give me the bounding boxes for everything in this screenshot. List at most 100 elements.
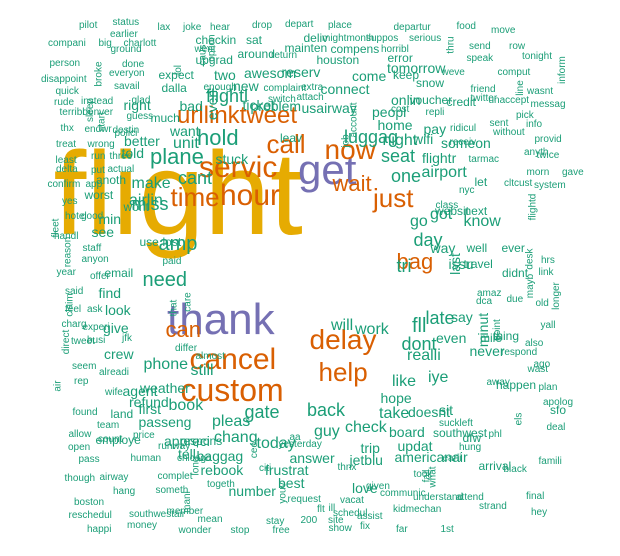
cloud-word: respons (179, 434, 223, 448)
cloud-word: option (206, 34, 218, 62)
cloud-word: hope (380, 390, 412, 406)
cloud-word: everyon (109, 68, 145, 79)
cloud-word: tell (178, 446, 196, 462)
cloud-word: site (328, 515, 344, 526)
cloud-word: joke (183, 22, 202, 33)
cloud-word: southwest (433, 426, 488, 440)
cloud-word: morn (526, 167, 550, 178)
cloud-word: rebook (200, 462, 244, 478)
cloud-word: help (318, 357, 368, 387)
cloud-word: hold (197, 125, 239, 150)
cloud-word: ridicul (450, 123, 477, 134)
cloud-word: flightl (206, 86, 249, 106)
cloud-word: can (165, 317, 201, 342)
cloud-word: agent (122, 383, 158, 399)
cloud-word: suppos (366, 33, 399, 44)
cloud-word: right (123, 97, 151, 113)
cloud-word: delta (56, 164, 78, 175)
cloud-word: guess (126, 111, 154, 122)
cloud-word: weather (140, 380, 190, 396)
cloud-word: never (469, 343, 505, 359)
cloud-word: happen (496, 378, 537, 392)
cloud-word: put (91, 165, 105, 176)
cloud-word: wait (332, 171, 372, 196)
cloud-word: get (298, 146, 357, 193)
cloud-word: away (486, 377, 510, 388)
cloud-word: aa (289, 432, 301, 443)
cloud-word: pay (423, 121, 447, 137)
cloud-word: amp (158, 233, 198, 255)
cloud-word: famili (538, 456, 562, 467)
cloud-word: move (491, 25, 516, 36)
cloud-word: assist (357, 511, 383, 522)
cloud-word: phone (143, 356, 189, 373)
cloud-word: doesnt (408, 404, 451, 420)
cloud-word: place (328, 20, 352, 31)
cloud-word: fix (360, 521, 370, 532)
cloud-word: messag (530, 99, 566, 110)
cloud-word: charlott (123, 38, 157, 49)
cloud-word: tonight (522, 51, 553, 62)
cloud-word: send (469, 41, 491, 52)
cloud-word: miss (131, 194, 169, 214)
cloud-word: black (503, 464, 527, 475)
cloud-word: repli (425, 107, 445, 118)
cloud-word: guy (314, 423, 340, 440)
cloud-word: without (493, 127, 525, 138)
cloud-word: glad (131, 95, 151, 106)
cloud-word: book (168, 397, 204, 414)
cloud-word: treat (56, 139, 77, 150)
cloud-word: wifi (413, 131, 434, 147)
cloud-word: destin (112, 125, 140, 136)
cloud-word: attend (456, 492, 484, 503)
cloud-word: show (328, 523, 352, 534)
cloud-word: trip (360, 440, 380, 456)
cloud-word: hrs (541, 255, 555, 266)
cloud-word: look (105, 302, 131, 318)
cloud-word: mayb (525, 273, 537, 299)
cloud-word: around (237, 47, 275, 61)
cloud-word: handl (54, 231, 79, 242)
cloud-word: apolog (543, 397, 574, 408)
cloud-word: upgrad (195, 53, 233, 67)
cloud-word: sit (439, 402, 453, 418)
cloud-word: charg (61, 319, 87, 330)
cloud-word: custom (180, 372, 284, 408)
cloud-word: anyth (524, 147, 549, 158)
cloud-word: differ (175, 343, 198, 354)
cloud-word: ever (501, 241, 525, 255)
cloud-word: sat (246, 33, 263, 47)
cloud-word: cancel (189, 343, 277, 376)
cloud-word: receiv (449, 137, 477, 148)
cloud-word: drop (252, 20, 273, 31)
cloud-word: found (72, 407, 98, 418)
cloud-word: 1st (440, 524, 454, 535)
cloud-word: compani (48, 38, 86, 49)
cloud-word: home (377, 117, 413, 133)
cloud-word: paid (162, 256, 182, 267)
cloud-word: 200 (300, 515, 318, 526)
cloud-word: kidmechan (393, 504, 442, 515)
cloud-word: feel (65, 304, 82, 315)
cloud-word: wast (527, 364, 549, 375)
cloud-word: return (271, 50, 298, 61)
cloud-word: weve (441, 67, 465, 78)
cloud-word: switch (268, 94, 296, 105)
cloud-word: boston (74, 497, 105, 508)
cloud-word: departur (393, 22, 431, 33)
cloud-word: also (525, 338, 544, 349)
cloud-word: told (121, 145, 145, 161)
cloud-word: checkin (195, 33, 237, 47)
cloud-word: depart (285, 19, 314, 30)
cloud-word: realli (407, 347, 441, 364)
cloud-word: unit (173, 135, 199, 152)
cloud-word: bad (179, 98, 203, 114)
cloud-word: new (233, 78, 259, 94)
cloud-word: app (85, 179, 103, 190)
cloud-word: ground (110, 44, 142, 55)
cloud-word: least (55, 155, 77, 166)
cloud-word: thru (445, 36, 457, 54)
cloud-word: communic (380, 488, 426, 499)
cloud-word: employe (95, 433, 141, 447)
